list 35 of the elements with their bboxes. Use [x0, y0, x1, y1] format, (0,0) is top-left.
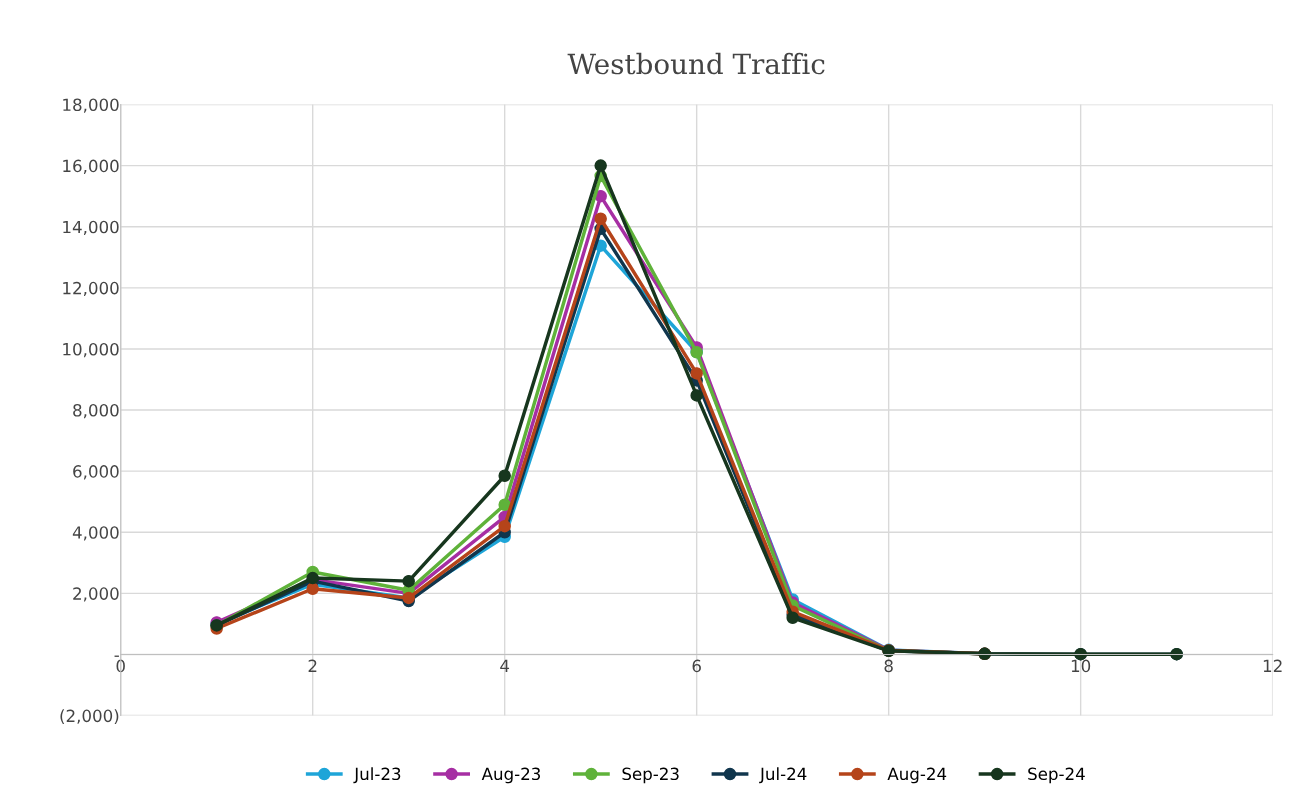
y-tick-label: 2,000: [73, 587, 119, 602]
y-tick-label: 4,000: [72, 526, 119, 541]
point: [690, 389, 703, 402]
legend-label: Aug-23: [481, 767, 541, 784]
y-tick-label: 10,000: [63, 342, 119, 358]
legend-label: Aug-24: [887, 767, 947, 784]
y-tick-label: 12,000: [63, 281, 119, 297]
x-tick-label: 2: [308, 659, 317, 672]
point: [498, 519, 511, 533]
x-tick-label: 4: [500, 659, 510, 672]
x-tick-label: 6: [692, 659, 701, 673]
x-tick-label: 12: [1263, 659, 1282, 672]
y-tick-label: -: [114, 655, 119, 657]
legend-label: Jul-24: [759, 767, 807, 784]
point: [498, 469, 511, 482]
y-tick-label: 14,000: [63, 220, 119, 235]
point: [690, 367, 703, 380]
x-tick-label: 8: [884, 659, 893, 673]
y-tick-label: 8,000: [73, 404, 119, 419]
x-tick-label: 10: [1071, 659, 1091, 673]
legend-label: Jul-23: [353, 767, 401, 784]
point: [402, 574, 415, 588]
y-tick-label: 6,000: [73, 465, 119, 480]
legend-label: Sep-23: [622, 767, 679, 784]
chart-title: Westbound Traffic: [567, 52, 825, 75]
y-tick-label: 18,000: [63, 98, 119, 113]
legend-label: Sep-24: [1028, 767, 1085, 784]
point: [498, 498, 511, 512]
point: [594, 212, 607, 226]
point: [594, 159, 607, 172]
y-tick-label: 16,000: [63, 159, 119, 174]
point: [786, 611, 799, 625]
x-tick-label: 0: [116, 659, 125, 673]
point: [306, 582, 319, 596]
y-tick-label: (2,000): [60, 709, 119, 725]
